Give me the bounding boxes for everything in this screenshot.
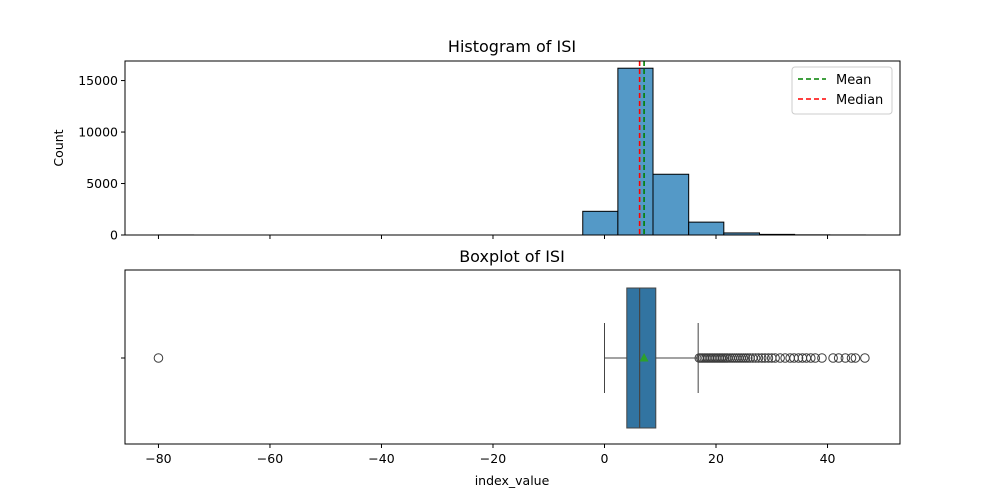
y-tick-label: 15000 [78,73,118,88]
boxplot-body [603,287,699,429]
outlier-point [817,353,827,363]
y-tick-label: 10000 [78,125,118,140]
histogram-y-label: Count [51,129,66,166]
outlier-point [805,353,816,363]
histogram-bar [582,210,619,236]
outlier-point [740,353,751,363]
boxplot-x-label: index_value [475,473,550,488]
outlier-point [756,353,767,363]
outlier-point [833,353,844,363]
histogram-frame [124,60,901,236]
histogram-x-ticks [157,235,829,239]
histogram-reference-lines [638,61,645,235]
histogram-bar [617,67,654,236]
x-tick-label: −60 [257,451,283,466]
boxplot-outliers [153,353,870,363]
boxplot-x-ticks: −80 −60 −40 −20 0 20 40 [145,444,836,466]
legend-median-label: Median [836,93,883,108]
histogram-bars [157,67,866,236]
mean-marker [639,353,649,362]
histogram-legend: Mean Median [791,66,893,115]
boxplot-axes: Boxplot of ISI index_value −80 −60 −40 −20 0… [121,247,901,488]
y-tick-label: 0 [110,228,118,243]
outlier-point [753,353,764,363]
outlier-point [153,353,164,363]
histogram-bar [652,173,690,236]
x-tick-label: −20 [480,451,506,466]
outlier-point [793,353,804,363]
outlier-point [810,353,821,363]
x-tick-label: 0 [601,451,609,466]
x-tick-label: −80 [145,451,171,466]
x-tick-label: 40 [820,451,836,466]
x-tick-label: 20 [708,451,724,466]
outlier-point [828,353,838,363]
histogram-y-ticks: 0 5000 10000 15000 [78,73,125,243]
outlier-point [760,353,770,363]
legend-mean-label: Mean [836,73,871,88]
outlier-point [860,353,870,363]
histogram-axes: Histogram of ISI Count 0 5000 10000 15000 M… [51,37,901,243]
x-tick-label: −40 [368,451,394,466]
y-tick-label: 5000 [86,176,118,191]
outlier-point [840,353,851,363]
boxplot-frame [124,269,901,445]
outlier-point [775,353,785,363]
outlier-point [850,353,861,363]
histogram-title: Histogram of ISI [448,37,576,56]
outlier-point [763,353,774,363]
outlier-point [846,353,857,363]
outlier-point [750,353,761,363]
histogram-bar [688,221,725,236]
boxplot-title: Boxplot of ISI [459,247,565,266]
box-iqr [626,287,657,429]
outlier-point [738,353,749,363]
outlier-point [742,353,753,363]
outlier-point [770,353,780,363]
outlier-point [780,353,790,363]
